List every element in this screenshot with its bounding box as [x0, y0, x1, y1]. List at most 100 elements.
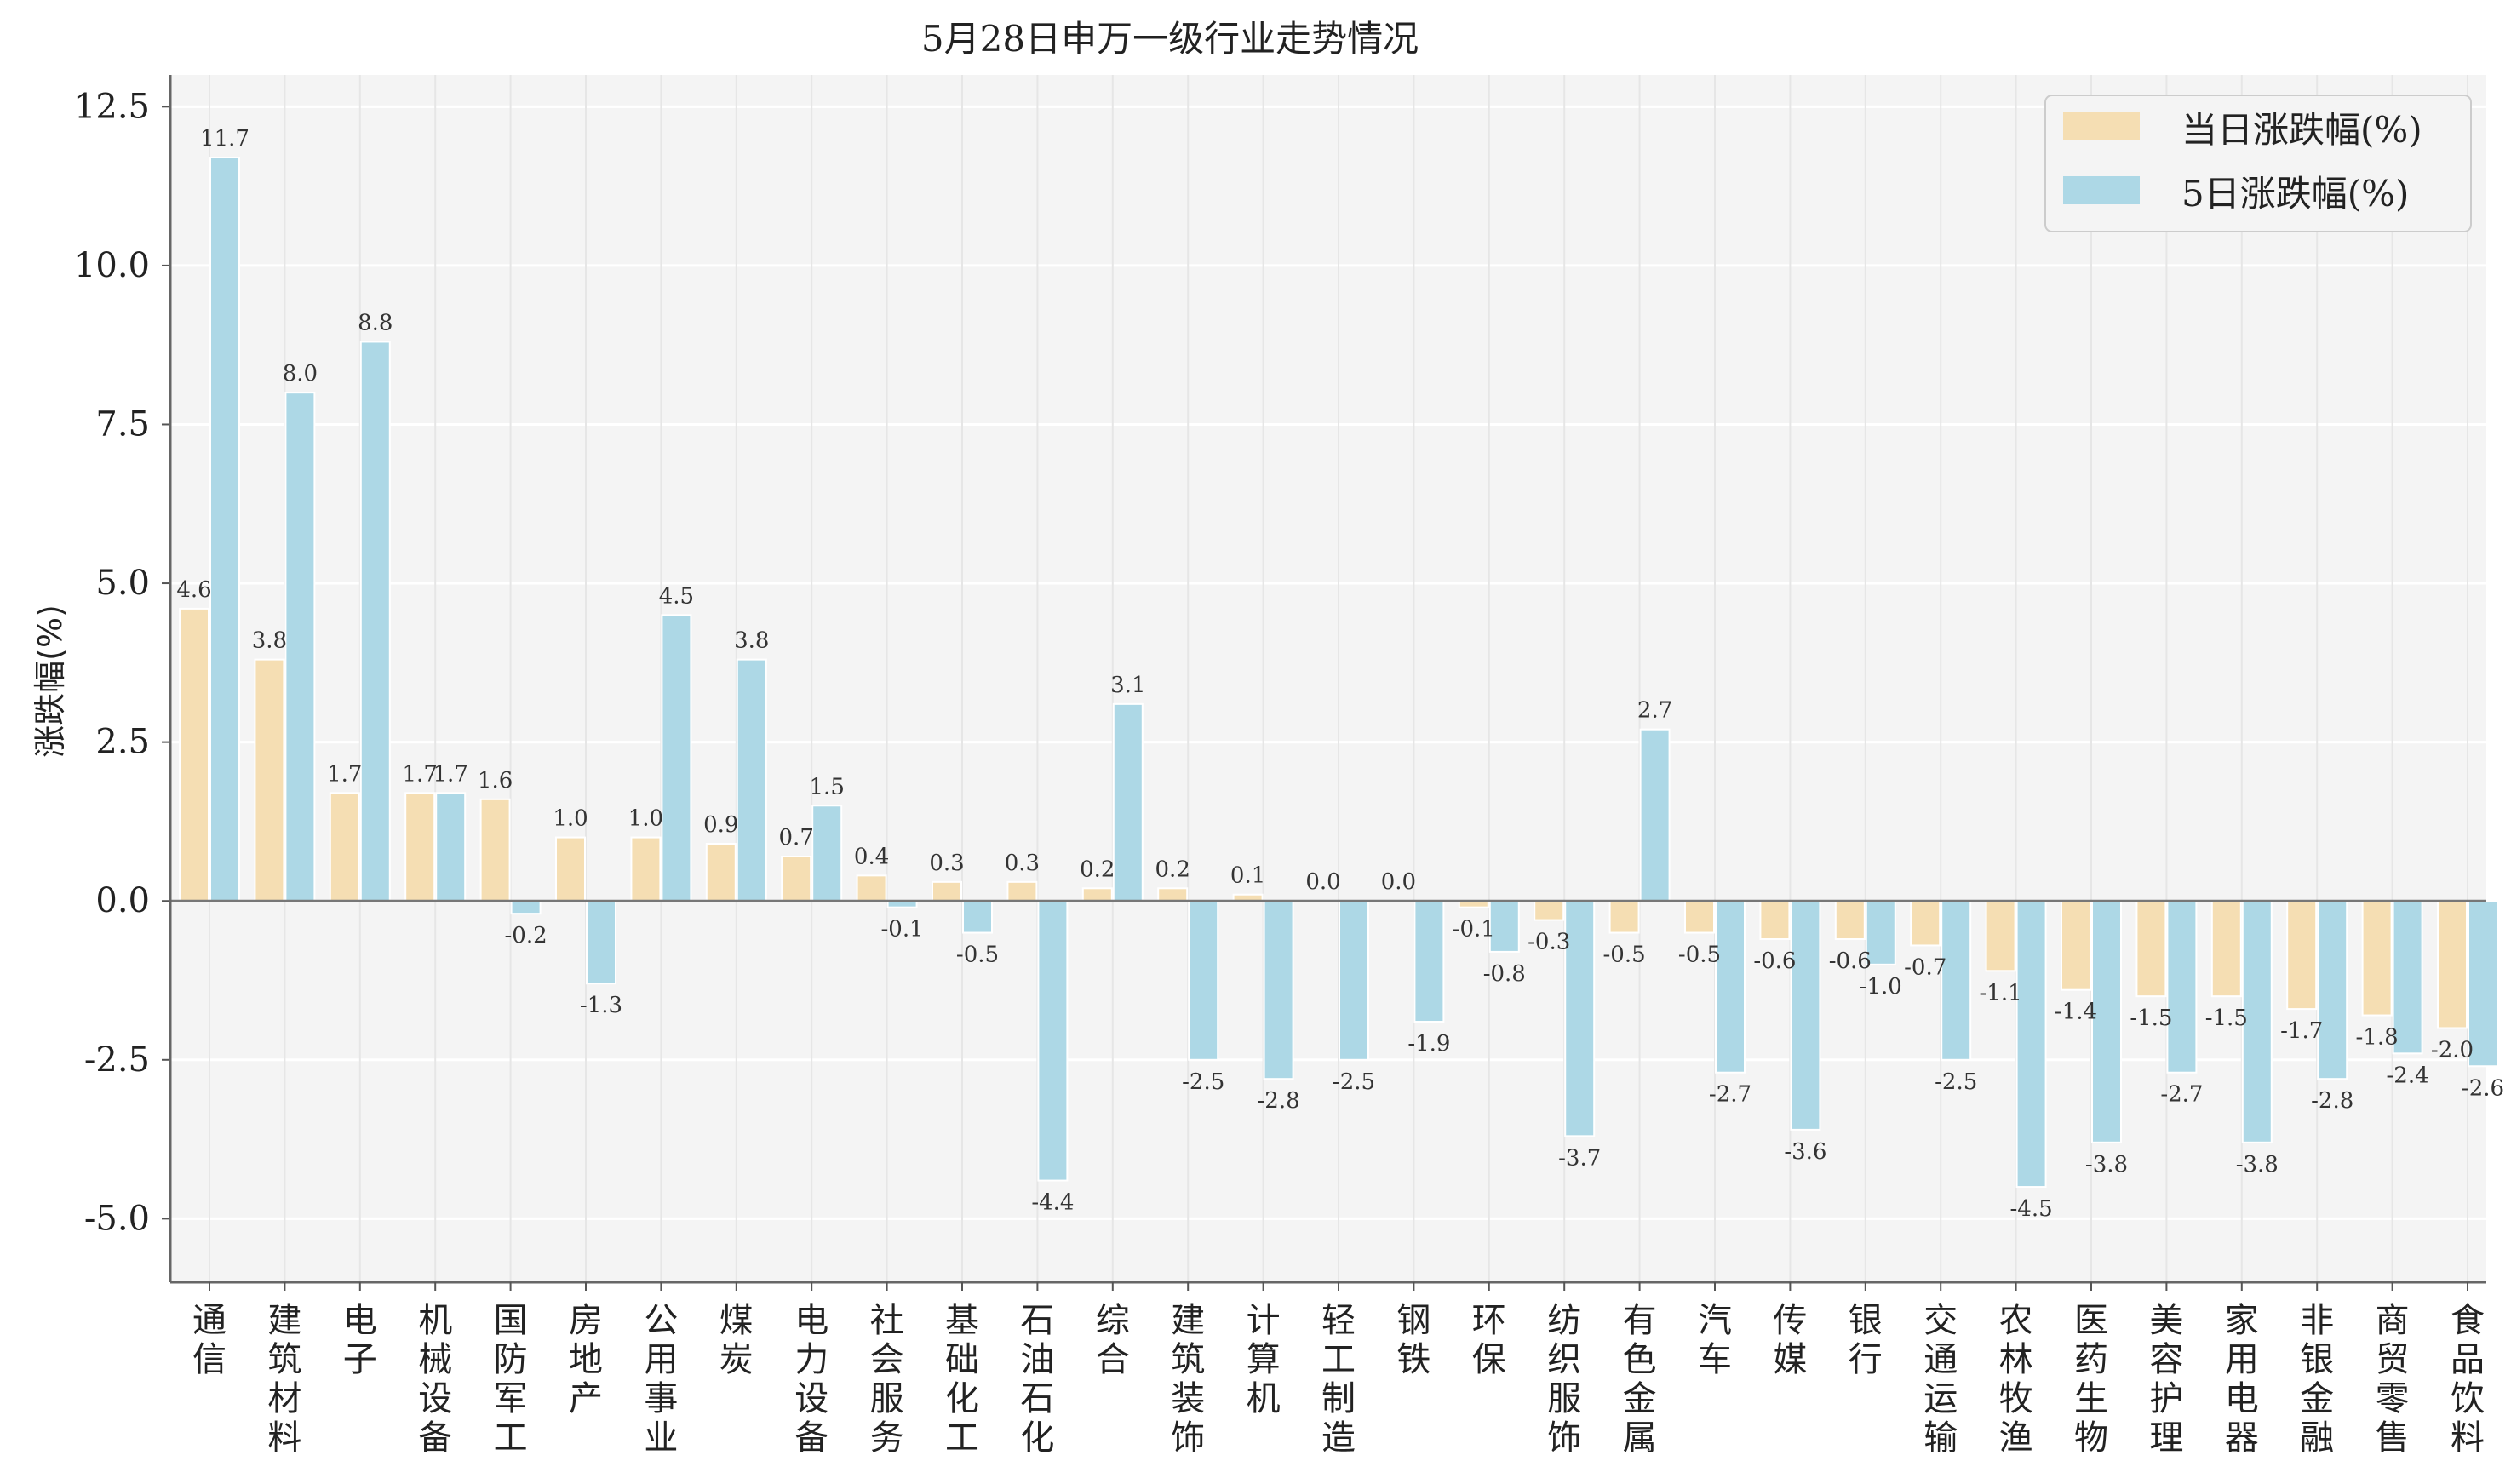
- x-tick-label: 非银金融: [2300, 1301, 2334, 1458]
- y-tick-label: -2.5: [84, 1040, 150, 1080]
- x-tick-label: 电力设备: [794, 1301, 828, 1458]
- bar-daily: [1759, 900, 1791, 940]
- bar-daily: [1834, 900, 1866, 940]
- bars: [179, 157, 2498, 1189]
- bar-daily: [932, 880, 962, 902]
- x-tick-label: 纺织服饰: [1547, 1301, 1581, 1458]
- bar-5day: [1790, 900, 1821, 1131]
- value-label-daily: -0.5: [1603, 943, 1646, 968]
- x-tick-label: 有色金属: [1623, 1301, 1657, 1458]
- bar-daily: [404, 792, 436, 902]
- value-label-5day: 4.5: [659, 583, 694, 609]
- bar-daily: [1684, 900, 1715, 934]
- x-tick-label: 机械设备: [418, 1301, 452, 1458]
- value-label-5day: 1.7: [433, 761, 468, 787]
- legend: 当日涨跌幅(%) 5日涨跌幅(%): [2044, 95, 2472, 232]
- bar-5day: [1488, 900, 1520, 953]
- value-label-daily: 0.3: [929, 851, 964, 876]
- bar-5day: [1564, 900, 1596, 1137]
- value-label-daily: 0.7: [779, 825, 814, 851]
- value-label-5day: 3.1: [1110, 673, 1145, 698]
- bar-daily: [2210, 900, 2242, 998]
- value-label-5day: -2.5: [1333, 1069, 1375, 1095]
- legend-swatch-5day: [2063, 176, 2140, 204]
- value-label-daily: -2.0: [2431, 1037, 2474, 1063]
- value-label-daily: -0.1: [1453, 917, 1495, 943]
- value-label-5day: -1.0: [1860, 974, 1902, 1000]
- value-label-daily: -0.6: [1829, 948, 1872, 974]
- x-tick-label: 国防军工: [494, 1301, 528, 1458]
- bar-5day: [435, 792, 467, 902]
- value-label-daily: -1.1: [1980, 980, 2022, 1006]
- value-label-5day: 2.7: [1637, 698, 1672, 724]
- value-label-daily: -0.7: [1904, 954, 1946, 980]
- plot-area: [170, 75, 2486, 1282]
- bar-daily: [1534, 900, 1565, 921]
- bar-5day: [1263, 900, 1294, 1080]
- value-label-5day: -3.7: [1558, 1145, 1601, 1171]
- x-tick-label: 银行: [1849, 1301, 1883, 1379]
- bar-5day: [1715, 900, 1746, 1074]
- y-tick-label: 10.0: [74, 246, 150, 285]
- legend-box: [2044, 95, 2472, 232]
- bar-daily: [2061, 900, 2091, 991]
- value-label-daily: -0.5: [1678, 943, 1721, 968]
- x-tick-label: 建筑装饰: [1171, 1301, 1205, 1458]
- value-label-daily: 1.6: [478, 768, 513, 794]
- bar-daily: [1081, 887, 1113, 902]
- value-label-daily: -1.4: [2055, 1000, 2097, 1025]
- value-label-daily: 0.9: [703, 812, 738, 838]
- bar-5day: [359, 341, 391, 902]
- value-label-5day: 1.5: [810, 774, 845, 799]
- bar-5day: [962, 900, 993, 934]
- value-label-5day: -4.4: [1031, 1190, 1074, 1216]
- x-tick-label: 商贸零售: [2376, 1301, 2410, 1458]
- bar-5day: [1188, 900, 1219, 1061]
- x-tick-label: 计算机: [1247, 1301, 1281, 1418]
- bar-5day: [2166, 900, 2198, 1074]
- x-tick-label: 房地产: [569, 1301, 603, 1418]
- bar-5day: [2015, 900, 2047, 1189]
- value-label-daily: -1.5: [2130, 1006, 2172, 1031]
- x-tick-label: 轻工制造: [1321, 1301, 1356, 1458]
- x-tick-label: 建筑材料: [267, 1301, 301, 1458]
- value-label-daily: 0.1: [1230, 863, 1265, 889]
- value-label-5day: -0.2: [505, 923, 547, 948]
- value-label-5day: 8.8: [358, 310, 393, 335]
- value-label-5day: -2.7: [1709, 1082, 1751, 1108]
- x-tick-label: 医药生物: [2074, 1301, 2108, 1458]
- value-label-5day: -2.7: [2160, 1082, 2203, 1108]
- bar-5day: [1339, 900, 1369, 1061]
- y-tick-labels: 12.5 10.0 7.5 5.0 2.5 0.0 -2.5 -5.0: [74, 87, 150, 1238]
- bar-daily: [2361, 900, 2393, 1017]
- bar-5day: [2091, 900, 2122, 1143]
- y-axis-label: 涨跌幅(%): [32, 604, 69, 758]
- value-label-5day: -1.3: [580, 993, 622, 1018]
- bar-daily: [2135, 900, 2167, 998]
- bar-5day: [2317, 900, 2348, 1080]
- bar-5day: [510, 900, 542, 915]
- bar-5day: [1037, 900, 1069, 1182]
- bar-daily: [1985, 900, 2016, 972]
- value-label-5day: 11.7: [200, 126, 249, 152]
- x-tick-label: 环保: [1472, 1301, 1506, 1379]
- value-label-daily: -1.8: [2356, 1025, 2399, 1051]
- y-tick-label: 5.0: [95, 564, 150, 603]
- value-label-daily: 0.4: [854, 844, 889, 869]
- bar-5day: [1941, 900, 1972, 1061]
- x-tick-label: 电子: [343, 1301, 377, 1379]
- value-label-daily: 4.6: [176, 577, 211, 603]
- value-label-5day: -0.8: [1483, 961, 1526, 987]
- bar-5day: [736, 658, 767, 902]
- x-tick-label: 基础化工: [945, 1301, 979, 1458]
- value-label-5day: -2.8: [2311, 1088, 2353, 1114]
- legend-label-5day: 5日涨跌幅(%): [2181, 173, 2409, 215]
- x-tick-label: 综合: [1096, 1301, 1130, 1379]
- axes: [162, 75, 2486, 1291]
- bar-daily: [1910, 900, 1941, 947]
- value-label-5day: -2.4: [2387, 1063, 2429, 1088]
- chart-title: 5月28日申万一级行业走势情况: [921, 18, 1419, 60]
- bar-5day: [811, 805, 843, 902]
- x-tick-label: 家用电器: [2225, 1301, 2259, 1458]
- x-tick-label: 交通运输: [1923, 1301, 1958, 1458]
